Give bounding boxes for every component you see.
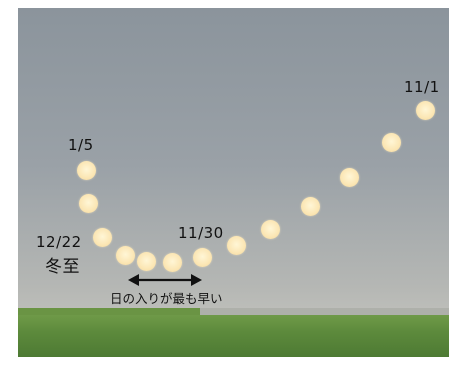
sun-position (261, 220, 280, 239)
ground (18, 315, 449, 357)
sun-nov30 (193, 248, 212, 267)
label-winter-solstice: 冬至 (45, 257, 80, 277)
label-dec22: 12/22 (36, 233, 82, 251)
horizon-step (18, 308, 200, 316)
sun-position (227, 236, 246, 255)
sun-jan5 (77, 161, 96, 180)
sun-position (79, 194, 98, 213)
label-nov1: 11/1 (404, 78, 440, 96)
sun-nov1 (416, 101, 435, 120)
sun-position (340, 168, 359, 187)
label-jan5: 1/5 (68, 136, 94, 154)
label-nov30: 11/30 (178, 224, 224, 242)
sun-position (116, 246, 135, 265)
sun-dec22 (93, 228, 112, 247)
sun-position (382, 133, 401, 152)
earliest-sunset-range-arrow (128, 274, 202, 286)
sunset-position-diagram: 11/1 1/5 12/22 冬至 11/30 日の入りが最も早い (18, 8, 449, 357)
sun-position (137, 252, 156, 271)
sun-position (301, 197, 320, 216)
sun-position (163, 253, 182, 272)
earliest-sunset-caption: 日の入りが最も早い (110, 291, 223, 306)
